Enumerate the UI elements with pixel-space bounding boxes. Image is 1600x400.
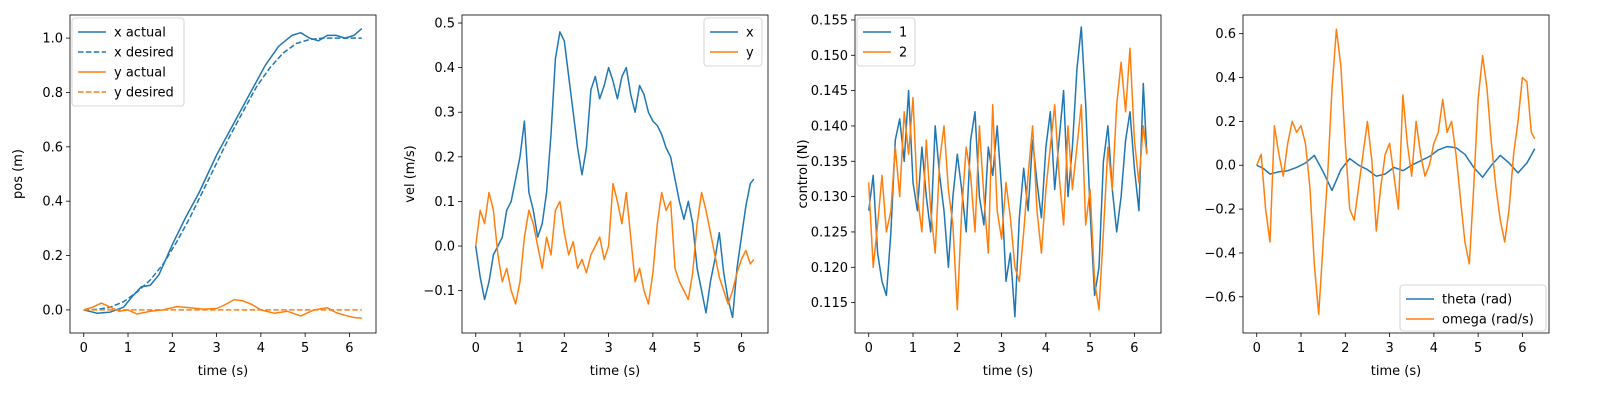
y-tick-label: 0.6 [1215,27,1236,42]
y-tick-label: 0.150 [811,49,848,64]
x-tick-label: 5 [693,341,701,356]
axes-frame [1242,14,1550,334]
legend-label-2: x desired [114,46,174,61]
chart-panel-4: 0 1 2 3 4 5 6 −0.6 −0.4 −0.2 0.0 0.2 0.4 0.6 time (s) t… [1204,14,1550,379]
x-tick-label: 6 [737,341,745,356]
x-tick-label: 4 [1042,341,1050,356]
legend: 12 [856,17,916,67]
x-tick-label: 2 [953,341,961,356]
x-axis-label: time (s) [198,364,248,379]
y-tick-label: 0.1 [434,195,455,210]
series-line-1 [1256,145,1536,192]
axes-frame [854,14,1162,334]
series-line-2 [1256,28,1536,316]
y-tick-label: 0.140 [811,119,848,134]
legend-label-2: omega (rad/s) [1442,313,1534,328]
series-line-1 [474,31,755,319]
legend-label-1: 1 [899,26,907,41]
y-tick-label: 0.8 [42,86,63,101]
x-tick-label: 2 [1341,341,1349,356]
legend-box [71,17,185,107]
legend-label-1: x [746,26,754,41]
series-line-2 [867,47,1148,311]
y-tick-label: −0.4 [1204,246,1236,261]
y-tick-label: 0.5 [434,17,455,32]
y-tick-label: 0.125 [811,225,848,240]
x-tick-label: 1 [909,341,917,356]
y-tick-label: 0.2 [42,249,63,264]
x-tick-label: 4 [649,341,657,356]
x-tick-label: 3 [1385,341,1393,356]
y-tick-label: 0.4 [42,195,63,210]
x-tick-label: 6 [1518,341,1526,356]
legend-label-1: theta (rad) [1442,293,1512,308]
x-tick-label: 5 [301,341,309,356]
x-tick-label: 1 [1297,341,1305,356]
x-tick-label: 0 [865,341,873,356]
legend: xy [703,17,763,67]
legend-label-3: y actual [114,66,166,81]
x-axis-label: time (s) [590,364,640,379]
legend: theta (rad) omega (rad/s) [1399,284,1547,332]
chart-panel-2: 0 1 2 3 4 5 6 −0.1 0.0 0.1 0.2 0.3 0.4 0.5 time (s) vel… [403,14,769,379]
legend-label-4: y desired [114,86,174,101]
x-tick-label: 4 [257,341,265,356]
y-tick-label: 0.145 [811,84,848,99]
x-tick-label: 3 [604,341,612,356]
legend-box [703,17,763,67]
y-tick-label: 0.115 [811,296,848,311]
x-tick-label: 5 [1474,341,1482,356]
y-tick-label: 0.2 [1215,115,1236,130]
series-line-3 [83,298,362,319]
y-axis-label: vel (m/s) [403,145,418,202]
y-tick-label: 0.0 [434,240,455,255]
y-tick-label: 0.120 [811,261,848,276]
y-tick-label: 0.3 [434,106,455,121]
legend-label-2: 2 [899,46,907,61]
x-tick-label: 2 [560,341,568,356]
x-tick-label: 2 [168,341,176,356]
y-tick-label: 0.130 [811,190,848,205]
legend: x actual x desired y actual y desired [71,17,185,107]
legend-label-2: y [746,46,754,61]
y-tick-label: 0.155 [811,13,848,28]
chart-panel-1: 0 1 2 3 4 5 6 0.0 0.2 0.4 0.6 0.8 1.0 time (s) pos (m)… [11,14,377,379]
x-tick-label: 6 [345,341,353,356]
x-axis-label: time (s) [1371,364,1421,379]
y-tick-label: −0.6 [1204,290,1236,305]
x-tick-label: 3 [997,341,1005,356]
x-tick-label: 1 [124,341,132,356]
legend-box [856,17,916,67]
y-tick-label: 0.6 [42,140,63,155]
x-tick-label: 1 [516,341,524,356]
y-tick-label: −0.2 [1204,203,1236,218]
x-tick-label: 0 [472,341,480,356]
series-line-1 [867,26,1148,318]
y-tick-label: 0.4 [1215,71,1236,86]
x-tick-label: 6 [1130,341,1138,356]
y-tick-label: 0.0 [1215,159,1236,174]
y-tick-label: 0.135 [811,155,848,170]
y-tick-label: 0.2 [434,150,455,165]
x-tick-label: 0 [1253,341,1261,356]
x-tick-label: 5 [1086,341,1094,356]
y-tick-label: 0.0 [42,303,63,318]
y-axis-label: pos (m) [11,149,26,199]
axes-frame [461,14,769,334]
x-tick-label: 3 [212,341,220,356]
series-line-2 [83,37,362,311]
y-tick-label: 0.4 [434,61,455,76]
y-tick-label: −0.1 [423,284,455,299]
y-tick-label: 1.0 [42,32,63,47]
y-axis-label: control (N) [796,139,811,208]
legend-box [1399,284,1547,332]
axes-frame [69,14,377,334]
x-axis-label: time (s) [983,364,1033,379]
chart-panel-3: 0 1 2 3 4 5 60.1150.1200.1250.1300.1350.1400.1… [796,13,1162,379]
legend-label-1: x actual [114,26,166,41]
series-line-2 [474,182,755,305]
x-tick-label: 4 [1430,341,1438,356]
x-tick-label: 0 [80,341,88,356]
